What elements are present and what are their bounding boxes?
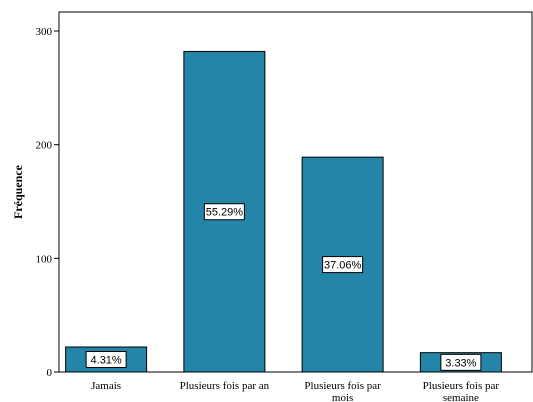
x-category-label: Jamais [91,380,121,392]
data-label: 37.06% [324,260,362,272]
y-axis-label: Fréquence [11,164,25,219]
y-tick-label: 300 [36,26,53,38]
data-label: 55.29% [206,207,244,219]
x-axis-category-labels: Jamais Plusieurs fois par an Plusieurs foi… [91,380,499,402]
data-label: 3.33% [445,357,476,369]
data-label-box [440,353,482,371]
y-tick-label: 100 [36,253,53,265]
y-axis-ticks: 0 100 200 300 [36,26,59,379]
x-category-label: Plusieurs fois par an [180,380,270,392]
data-label: 4.31% [91,354,122,366]
data-label-box [322,256,364,274]
data-label-box [203,203,245,221]
x-category-label: Plusieurs fois par semaine [423,380,500,402]
y-tick-label: 200 [36,140,53,152]
data-label-box [85,350,127,368]
x-category-label: Plusieurs fois par mois [304,380,381,402]
y-tick-label: 0 [47,367,53,379]
plot-frame [58,11,533,373]
bars: 4.31% 55.29% 37.06% 3.33% [65,50,502,373]
